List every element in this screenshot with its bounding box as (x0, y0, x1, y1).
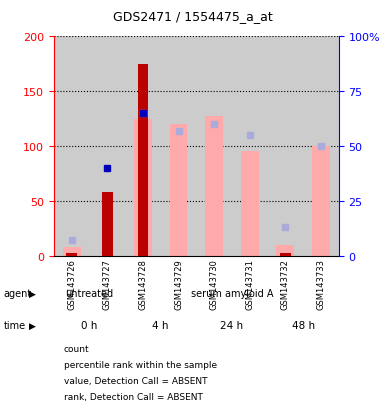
Bar (312, 147, 330, 256)
Text: GDS2471 / 1554475_a_at: GDS2471 / 1554475_a_at (113, 10, 272, 23)
Bar (134, 119, 152, 256)
Bar (161, 37, 196, 256)
Text: agent: agent (4, 289, 32, 299)
Bar (170, 125, 187, 256)
Text: serum amyloid A: serum amyloid A (191, 289, 273, 299)
Bar (63, 247, 80, 256)
Text: rank, Detection Call = ABSENT: rank, Detection Call = ABSENT (64, 392, 203, 401)
Text: ▶: ▶ (29, 289, 36, 298)
Bar (137, 64, 148, 256)
Bar (280, 254, 291, 256)
Text: 4 h: 4 h (152, 320, 169, 330)
Text: untreated: untreated (65, 289, 114, 299)
Bar (241, 152, 259, 256)
Bar (102, 192, 113, 256)
Bar (125, 37, 161, 256)
Bar (232, 37, 268, 256)
Bar (90, 37, 125, 256)
Text: time: time (4, 320, 26, 330)
Bar (205, 117, 223, 256)
Text: percentile rank within the sample: percentile rank within the sample (64, 360, 217, 369)
Text: 0 h: 0 h (81, 320, 98, 330)
Text: 24 h: 24 h (220, 320, 244, 330)
Bar (66, 254, 77, 256)
Bar (268, 37, 303, 256)
Text: 48 h: 48 h (291, 320, 315, 330)
Text: value, Detection Call = ABSENT: value, Detection Call = ABSENT (64, 376, 207, 385)
Bar (196, 37, 232, 256)
Text: count: count (64, 344, 89, 354)
Bar (276, 245, 294, 256)
Bar (303, 37, 339, 256)
Text: ▶: ▶ (29, 321, 36, 330)
Bar (54, 37, 90, 256)
